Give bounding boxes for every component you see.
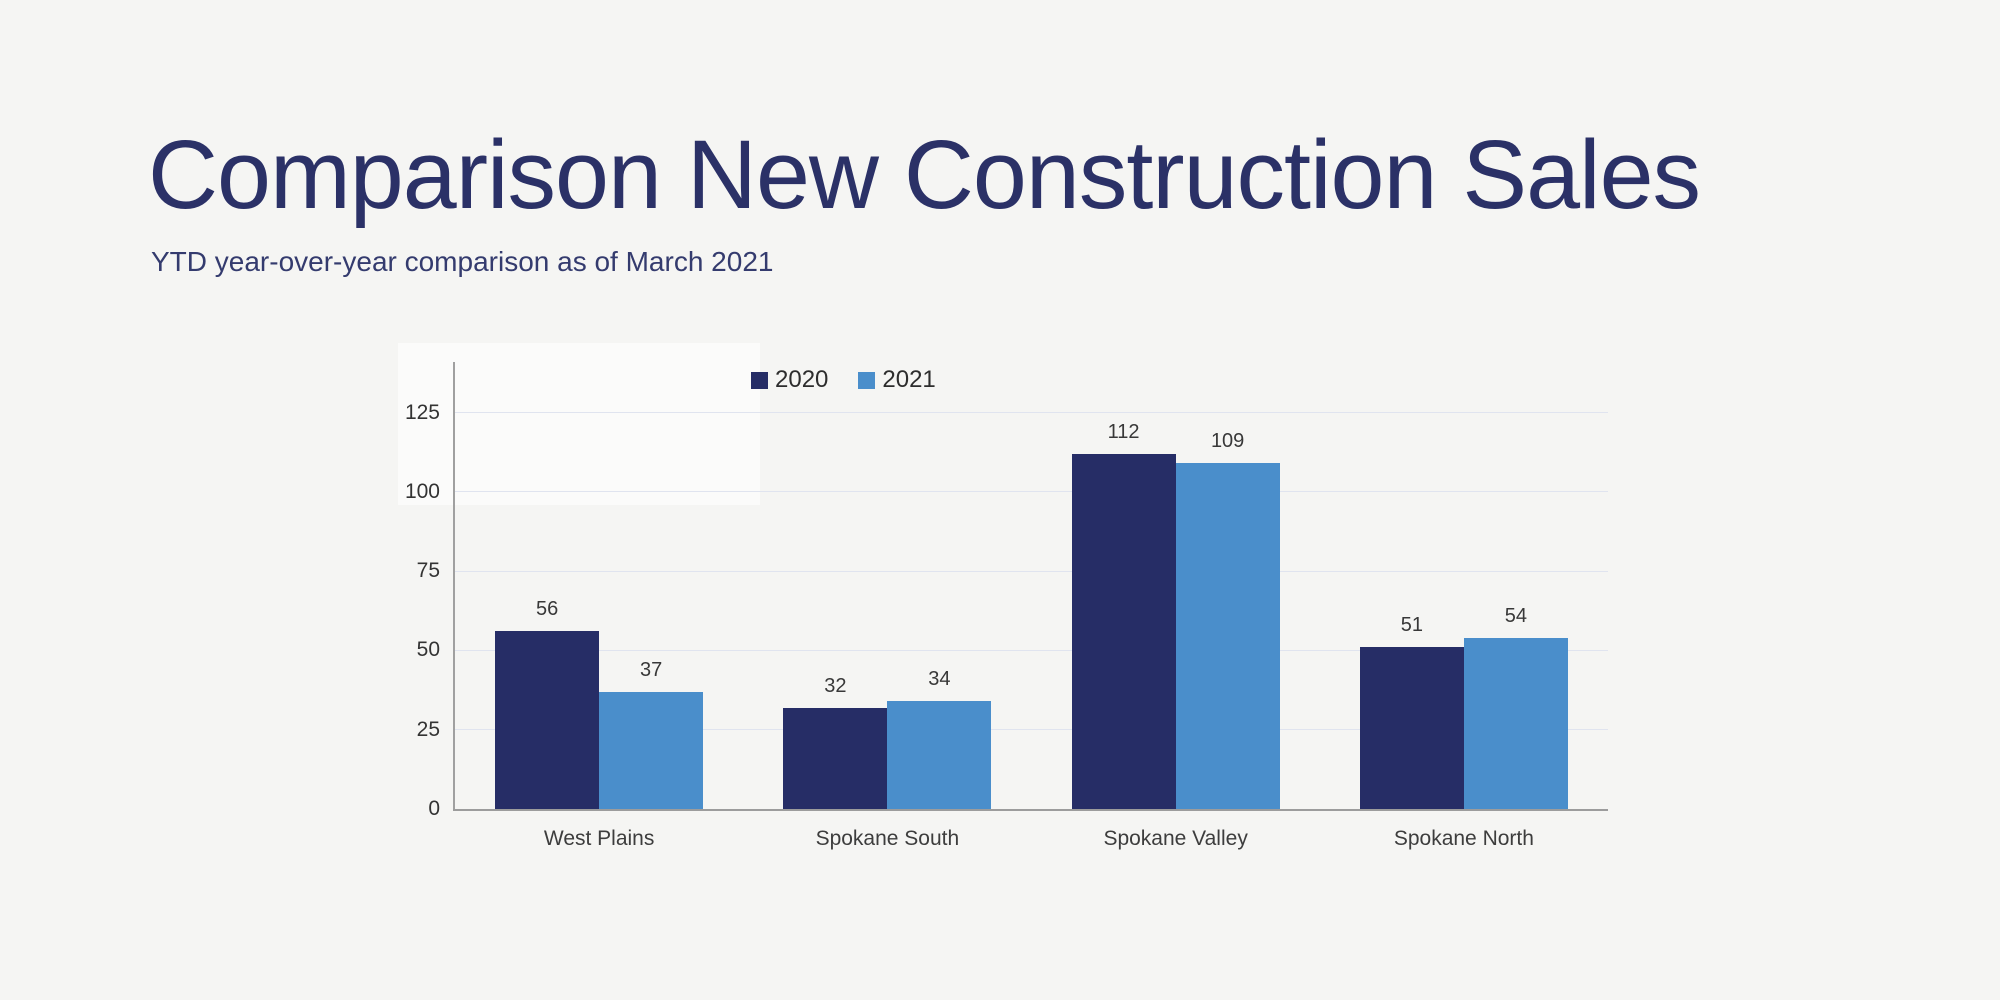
bar-2020-spokane-south bbox=[783, 707, 888, 809]
bar-value-label: 56 bbox=[536, 598, 559, 621]
x-category-label: Spokane North bbox=[1393, 827, 1534, 850]
gridline-50 bbox=[455, 649, 1608, 651]
bar-value-label: 112 bbox=[1107, 420, 1140, 443]
gridline-75 bbox=[455, 570, 1608, 572]
bar-2020-west-plains bbox=[495, 631, 600, 809]
bar-chart: 2020 2021 0 25 50 75 100 125 56 37 West Plains 32 3… bbox=[405, 362, 1608, 850]
bar-2021-spokane-valley bbox=[1175, 463, 1280, 809]
x-axis-line bbox=[453, 809, 1608, 811]
y-tick-label: 25 bbox=[416, 717, 440, 741]
legend-label-2021: 2021 bbox=[882, 366, 936, 393]
y-tick-label: 75 bbox=[416, 559, 440, 583]
y-tick-label: 0 bbox=[428, 797, 440, 820]
legend-item-2020: 2020 bbox=[751, 366, 828, 394]
legend-item-2021: 2021 bbox=[858, 366, 936, 394]
chart-background-panel bbox=[398, 343, 760, 505]
bar-value-label: 32 bbox=[824, 674, 847, 697]
page-subtitle: YTD year-over-year comparison as of Marc… bbox=[151, 246, 774, 277]
legend-label-2020: 2020 bbox=[775, 366, 829, 393]
bar-value-label: 37 bbox=[640, 658, 663, 681]
bar-2021-spokane-north bbox=[1463, 637, 1568, 809]
bar-2021-west-plains bbox=[599, 691, 704, 809]
chart-plot-area: 0 25 50 75 100 125 56 37 West Plains 32 34 Spokane … bbox=[405, 362, 1608, 850]
bar-value-label: 54 bbox=[1504, 604, 1527, 627]
x-category-label: Spokane South bbox=[815, 827, 960, 850]
y-tick-label: 125 bbox=[404, 400, 440, 424]
bar-2020-spokane-valley bbox=[1071, 453, 1176, 809]
page-title: Comparison New Construction Sales bbox=[148, 120, 1701, 229]
gridline-125 bbox=[455, 412, 1608, 414]
y-tick-label: 100 bbox=[404, 479, 440, 503]
x-category-label: West Plains bbox=[543, 827, 655, 850]
y-tick-label: 50 bbox=[416, 638, 440, 662]
chart-legend: 2020 2021 bbox=[751, 366, 936, 394]
x-category-label: Spokane Valley bbox=[1103, 827, 1248, 850]
bar-value-label: 109 bbox=[1210, 430, 1245, 453]
y-axis-line bbox=[453, 362, 455, 809]
gridline-25 bbox=[455, 729, 1608, 731]
legend-swatch-2021 bbox=[858, 371, 876, 389]
bar-2021-spokane-south bbox=[887, 701, 992, 809]
bar-value-label: 51 bbox=[1400, 614, 1423, 637]
legend-swatch-2020 bbox=[751, 371, 768, 389]
bar-value-label: 34 bbox=[928, 668, 951, 691]
gridline-100 bbox=[455, 491, 1608, 493]
bar-2020-spokane-north bbox=[1359, 647, 1464, 809]
